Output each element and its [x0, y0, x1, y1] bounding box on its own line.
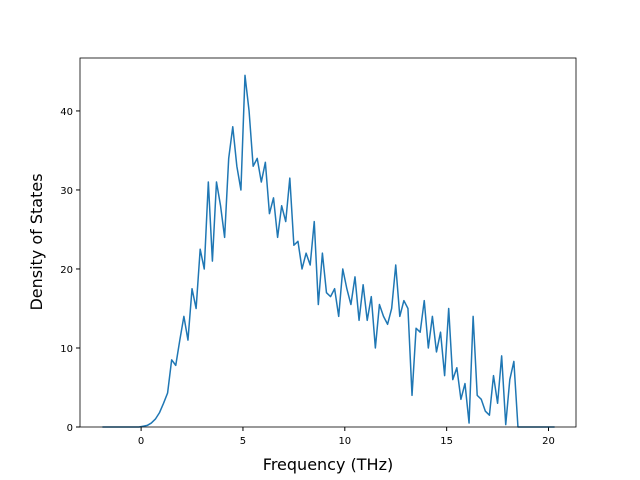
y-axis-label: Density of States	[27, 173, 46, 310]
y-tick-label: 40	[60, 107, 73, 118]
x-tick-label: 10	[338, 436, 351, 447]
x-tick-label: 20	[542, 436, 555, 447]
y-tick-label: 0	[67, 423, 73, 434]
x-tick-label: 0	[138, 436, 144, 447]
plot-frame	[79, 57, 577, 428]
x-axis-label: Frequency (THz)	[263, 455, 393, 474]
y-tick-label: 20	[60, 265, 73, 276]
y-tick-label: 30	[60, 186, 73, 197]
line	[102, 74, 555, 428]
y-tick-label: 10	[60, 344, 73, 355]
x-tick-label: 5	[240, 436, 246, 447]
x-tick-label: 15	[440, 436, 453, 447]
